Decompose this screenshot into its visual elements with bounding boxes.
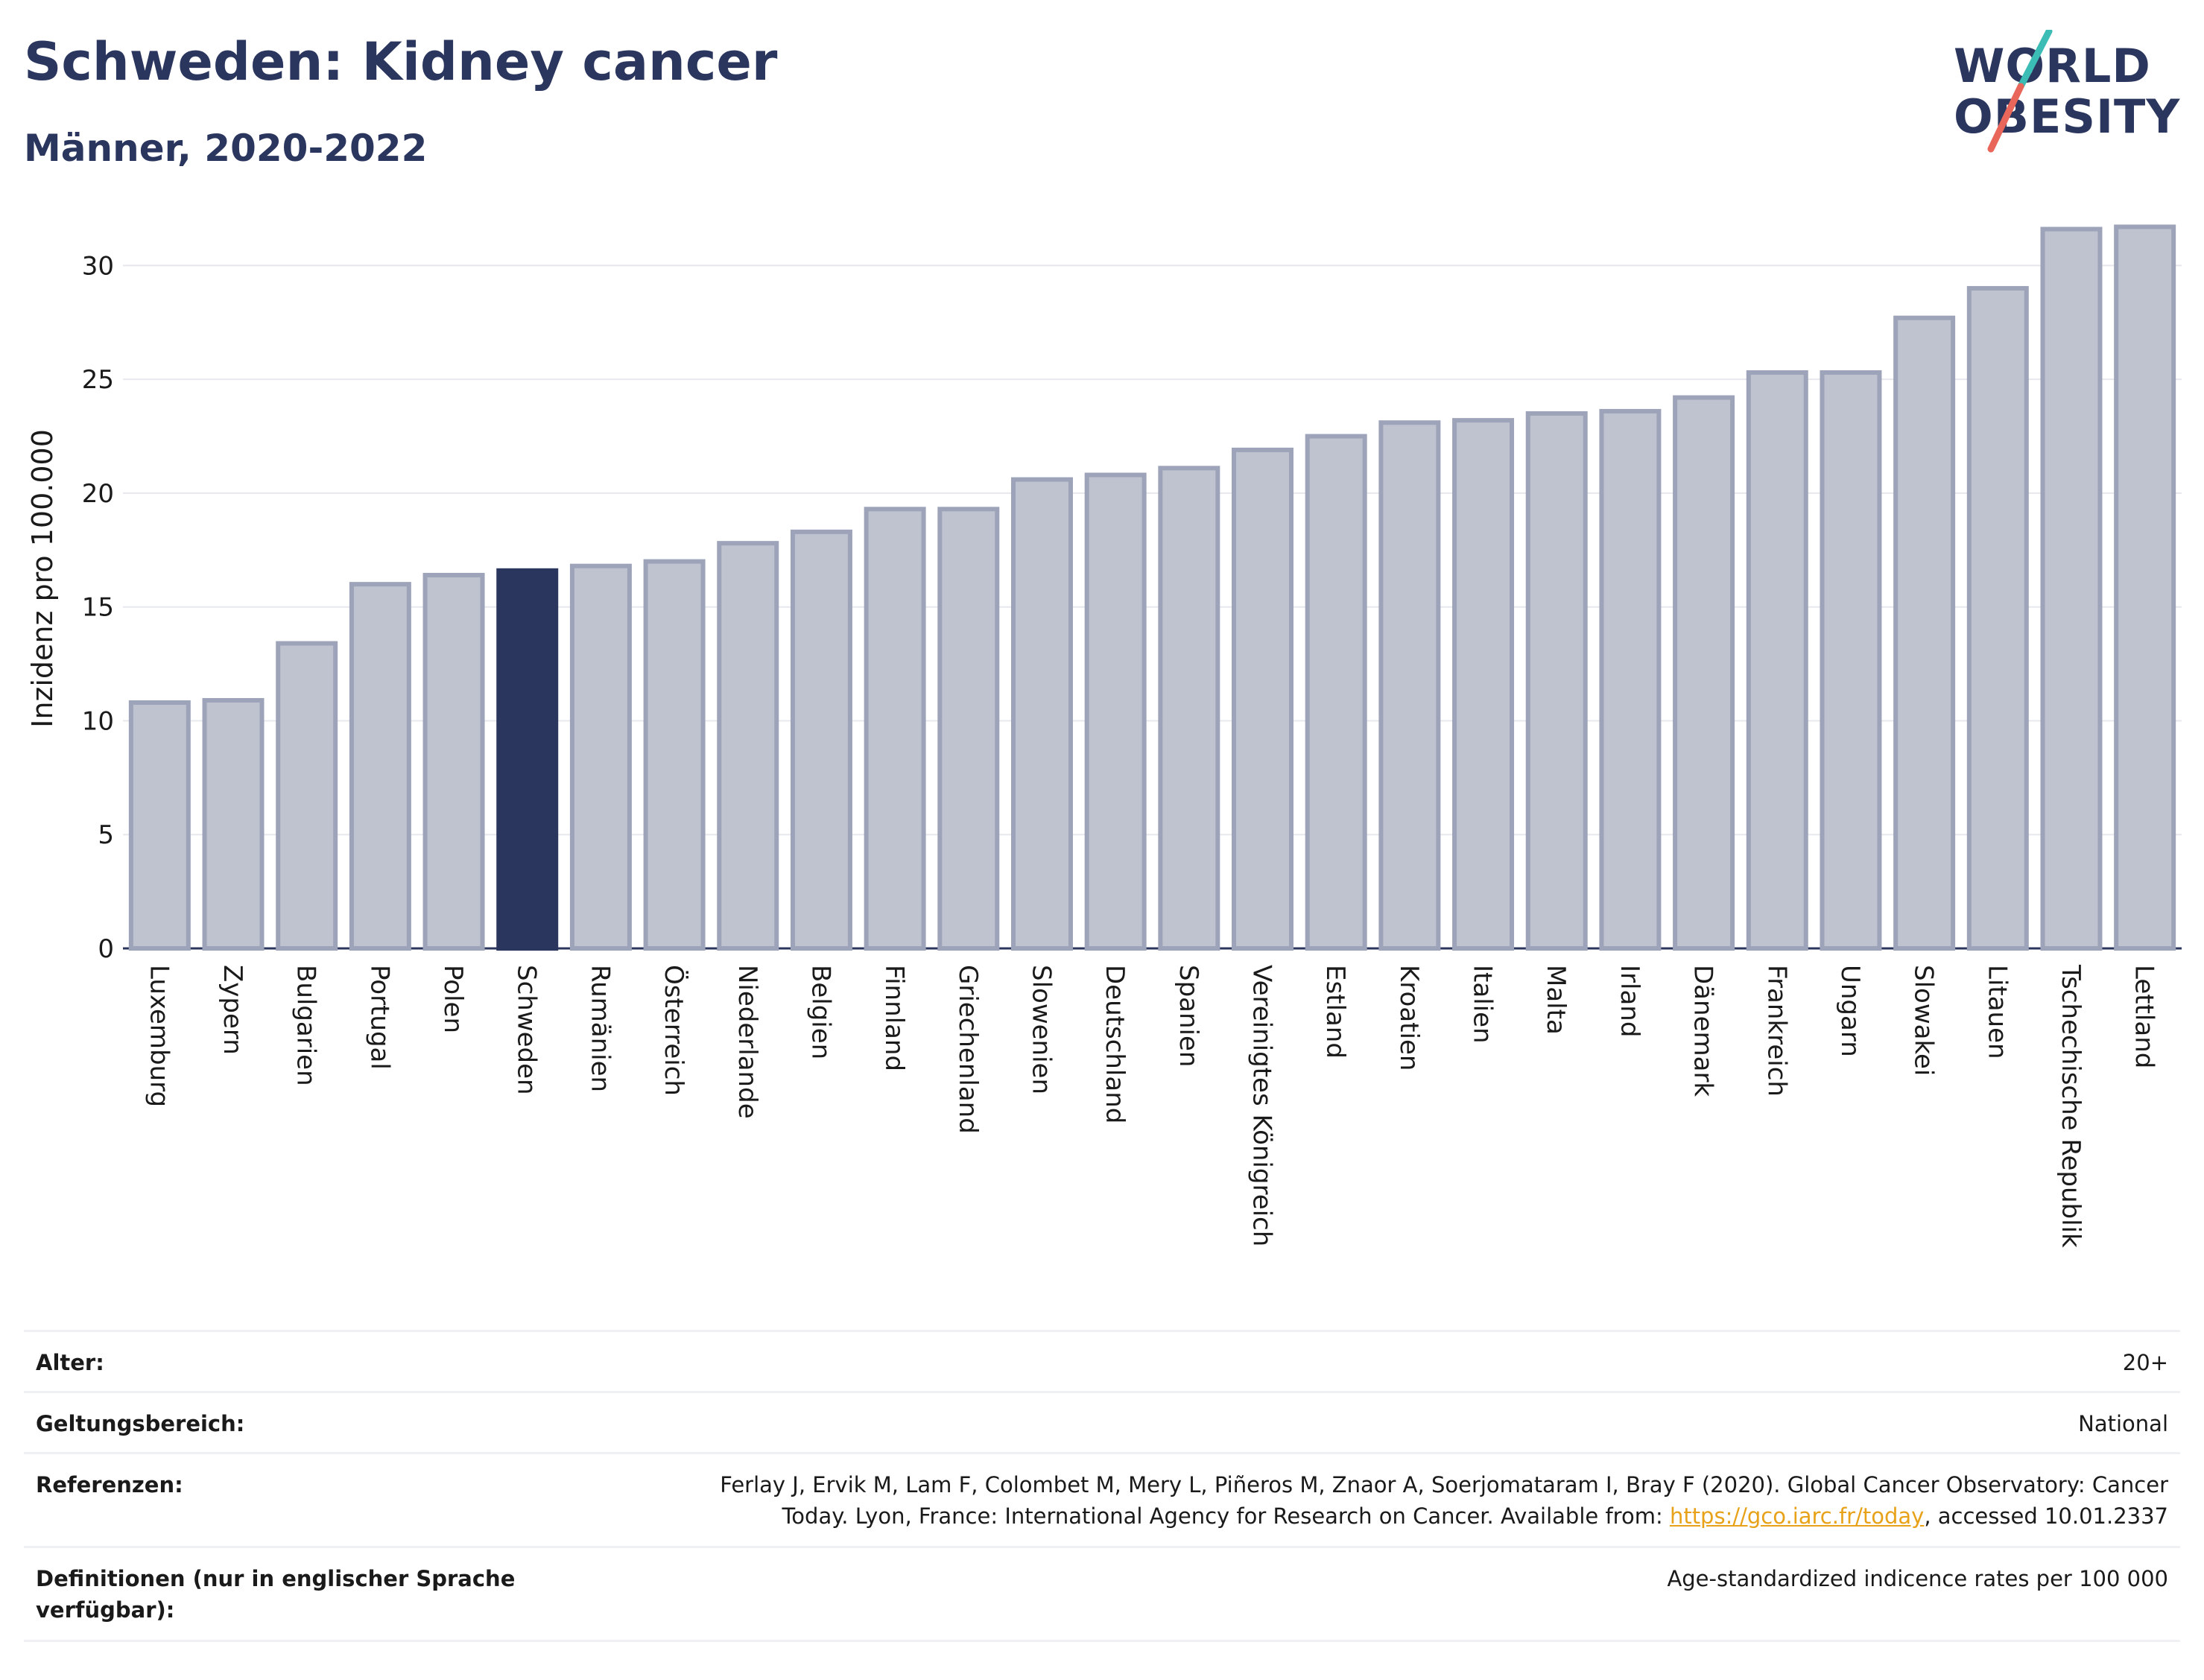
bar-italien [1452,418,1515,951]
x-tick-label: Bulgarien [291,965,321,1086]
x-tick-label: Italien [1468,965,1498,1044]
x-axis-ticks: Luxemburg Zypern Bulgarien Portugal Polen Sch… [144,964,2159,1248]
bar-ungarn [1820,370,1882,951]
world-obesity-logo[interactable]: WORLD OBESITY [1937,30,2191,164]
meta-row-age: Alter: 20+ [24,1330,2180,1393]
bar-spanien [1158,466,1220,951]
x-tick-label: Lettland [2129,965,2159,1068]
bar-zypern [202,697,265,951]
definitions-label-line1: Definitionen (nur in englischer Sprache [36,1566,516,1591]
x-tick-label: Litauen [1982,965,2012,1059]
x-tick-label: Griechenland [953,965,983,1134]
logo-text-world: WORLD [1954,39,2151,93]
meta-definitions-label: Definitionen (nur in englischer Sprache … [36,1563,557,1626]
x-tick-label: Estland [1320,965,1350,1059]
bar-tschechische-republik [2040,226,2103,951]
bar-slowenien [1010,477,1073,951]
bar-dänemark [1673,395,1735,951]
x-tick-label: Österreich [659,965,689,1096]
logo-slash-icon [1987,30,2053,153]
x-tick-label: Rumänien [585,965,615,1092]
x-tick-label: Spanien [1174,965,1203,1067]
x-tick-label: Malta [1541,965,1571,1035]
bar-kroatien [1378,420,1441,951]
chart-title: Schweden: Kidney cancer [24,31,778,92]
x-tick-label: Polen [438,965,468,1033]
x-tick-label: Tschechische Republik [2056,964,2086,1248]
x-tick-label: Schweden [512,965,542,1095]
references-line2-post: , accessed 10.01.2337 [1924,1503,2168,1529]
bar-deutschland [1084,472,1147,951]
meta-age-value: 20+ [2122,1350,2168,1375]
x-tick-label: Irland [1615,965,1644,1037]
definitions-label-line2: verfügbar): [36,1597,175,1623]
bar-vereinigtes-königreich [1232,447,1294,951]
bar-estland [1305,434,1367,951]
y-tick-label: 30 [82,251,114,281]
x-tick-label: Belgien [805,965,835,1059]
x-tick-label: Zypern [218,965,247,1055]
x-tick-label: Portugal [364,965,394,1070]
bar-portugal [349,582,411,951]
bar-belgien [790,529,852,951]
y-tick-label: 5 [98,820,114,850]
meta-references-label: Referenzen: [36,1472,183,1497]
x-tick-label: Frankreich [1761,965,1791,1097]
x-tick-label: Vereinigtes Königreich [1247,965,1277,1246]
y-axis-label: Inzidenz pro 100.000 [26,429,59,728]
meta-age-label: Alter: [36,1350,104,1375]
bar-griechenland [937,507,1000,951]
bar-malta [1525,411,1588,951]
x-tick-label: Deutschland [1100,965,1130,1123]
references-link[interactable]: https://gco.iarc.fr/today [1669,1503,1925,1529]
logo-text-obesity: OBESITY [1954,89,2181,144]
bar-luxemburg [128,700,191,951]
bars [128,224,2176,951]
y-tick-label: 10 [82,706,114,736]
x-tick-label: Dänemark [1688,965,1718,1097]
y-tick-label: 0 [98,934,114,964]
bar-frankreich [1746,370,1808,951]
y-tick-label: 15 [82,593,114,623]
bar-slowakei [1893,315,1956,951]
x-tick-label: Ungarn [1835,965,1865,1057]
bar-schweden [496,568,559,951]
meta-references-value: Ferlay J, Ervik M, Lam F, Colombet M, Me… [604,1469,2168,1532]
x-tick-label: Luxemburg [144,965,174,1107]
meta-row-definitions: Definitionen (nur in englischer Sprache … [24,1546,2180,1642]
bar-lettland [2114,224,2176,951]
x-tick-label: Finnland [879,965,909,1071]
y-axis-ticks: 0 5 10 15 20 25 30 [82,251,114,964]
x-tick-label: Slowakei [1909,965,1939,1076]
bar-finnland [864,507,926,951]
x-tick-label: Kroatien [1394,965,1424,1071]
x-tick-label: Slowenien [1026,965,1056,1094]
bar-niederlande [717,541,779,951]
bar-bulgarien [276,641,338,951]
meta-row-references: Referenzen: Ferlay J, Ervik M, Lam F, Co… [24,1452,2180,1548]
meta-bottom-divider [24,1640,2180,1642]
bar-rumänien [569,563,632,951]
bar-polen [422,572,485,951]
y-tick-label: 25 [82,365,114,395]
meta-scope-label: Geltungsbereich: [36,1411,245,1436]
chart-subtitle: Männer, 2020-2022 [24,127,428,170]
bar-irland [1599,408,1662,951]
meta-row-scope: Geltungsbereich: National [24,1391,2180,1454]
y-tick-label: 20 [82,479,114,509]
meta-definitions-value: Age-standardized indicence rates per 100… [1667,1566,2168,1591]
bar-österreich [643,559,706,951]
x-tick-label: Niederlande [732,965,762,1119]
bar-chart: 0 5 10 15 20 25 30 Luxemburg Zypern Bulgarien Por… [26,224,2182,1248]
references-line2-pre: Today. Lyon, France: International Agenc… [782,1503,1670,1529]
references-line1: Ferlay J, Ervik M, Lam F, Colombet M, Me… [720,1472,2168,1497]
bar-litauen [1966,285,2029,951]
meta-scope-value: National [2078,1411,2168,1436]
